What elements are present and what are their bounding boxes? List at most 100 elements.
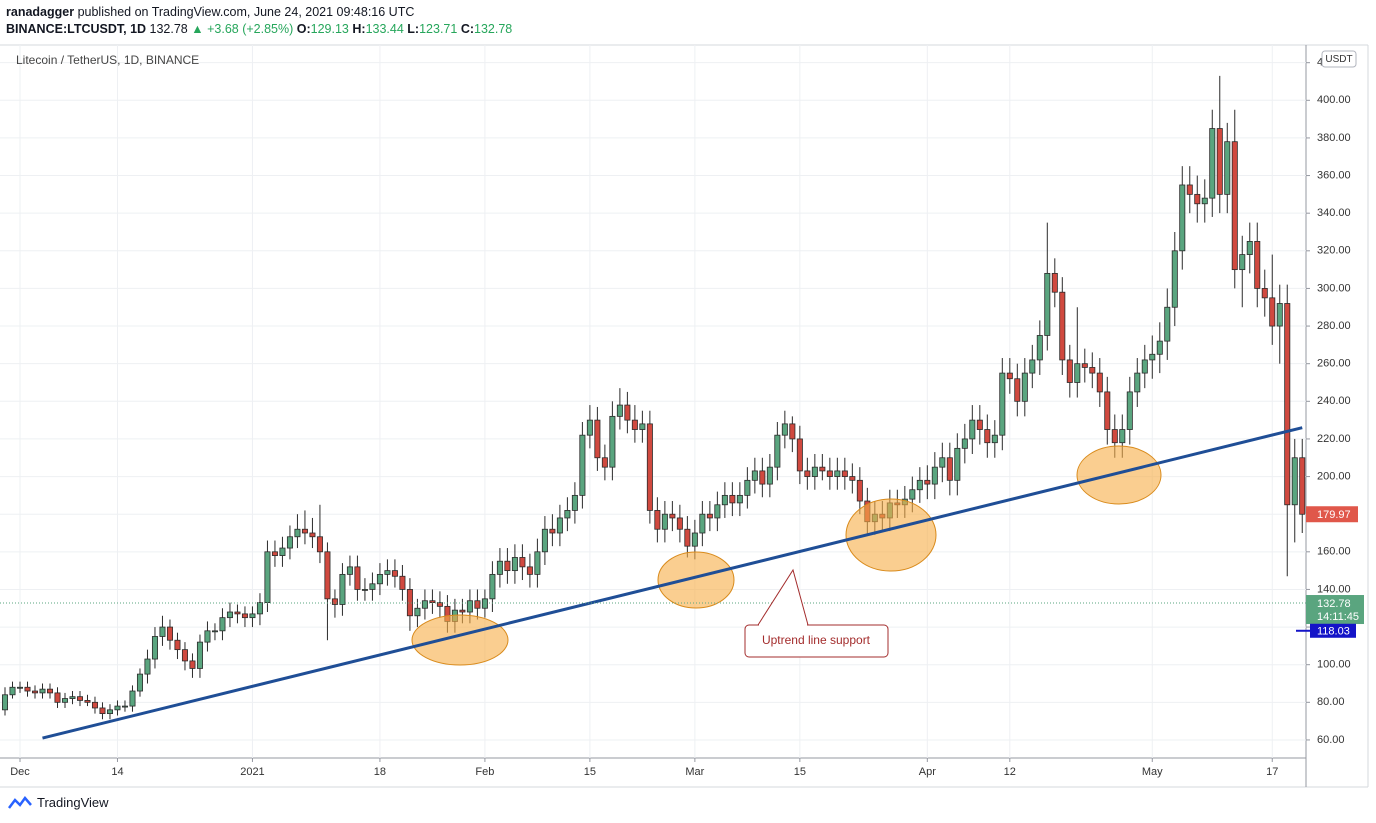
currency-badge	[1321, 50, 1357, 68]
candle-body	[166, 626, 173, 641]
candle-body	[931, 466, 938, 485]
candle-body	[1246, 241, 1253, 255]
candle-body	[16, 686, 23, 689]
candle-body	[369, 583, 376, 590]
candle-body	[459, 609, 466, 613]
candle-body	[384, 570, 391, 575]
x-tick-label: May	[1142, 766, 1163, 778]
candle-body	[1291, 457, 1298, 506]
candle-body	[586, 419, 593, 436]
candle-body	[1171, 250, 1178, 308]
candle-body	[474, 600, 481, 609]
candle-body	[466, 600, 473, 613]
candle-body	[1194, 193, 1201, 205]
candle-body	[481, 598, 488, 609]
candle-body	[571, 494, 578, 511]
highlight	[845, 498, 937, 572]
candle-body	[699, 513, 706, 534]
candle-body	[91, 701, 98, 709]
candle-body	[234, 611, 241, 615]
candle-body	[1081, 363, 1088, 368]
candle-body	[841, 470, 848, 477]
y-tick-label: 140.00	[1317, 583, 1351, 595]
ohlc-value: 132.78	[474, 22, 513, 36]
x-tick-label: Mar	[685, 766, 704, 778]
candle-body	[99, 707, 106, 715]
chart-title: Litecoin / TetherUS, 1D, BINANCE	[16, 53, 199, 67]
ohlc-key: C:	[460, 22, 475, 36]
candle-body	[624, 404, 631, 421]
candle-body	[1299, 457, 1306, 515]
y-tick-label: 400.00	[1317, 94, 1351, 106]
candle-body	[294, 528, 301, 538]
candle-body	[346, 566, 353, 575]
candle-body	[174, 639, 181, 651]
candle-body	[196, 641, 203, 669]
ohlc-key: H:	[352, 22, 366, 36]
price-marker-time: 14:11:45	[1317, 611, 1359, 623]
author: ranadagger	[6, 5, 75, 19]
candle-body	[286, 536, 293, 549]
last-price: 132.78	[149, 22, 188, 36]
x-tick-label: Dec	[10, 766, 30, 778]
price-marker-label: 179.97	[1317, 509, 1351, 521]
candle-body	[1276, 303, 1283, 327]
candle-body	[1179, 184, 1186, 252]
candle-body	[331, 598, 338, 605]
candle-body	[1044, 272, 1051, 336]
candle-body	[249, 613, 256, 619]
candle-body	[774, 434, 781, 468]
candle-body	[759, 470, 766, 485]
y-tick-label: 260.00	[1317, 358, 1351, 370]
candle-body	[1051, 272, 1058, 293]
candle-body	[639, 423, 646, 430]
candle-body	[961, 438, 968, 449]
candle-body	[76, 696, 83, 701]
candle-body	[631, 419, 638, 430]
candle-body	[324, 551, 331, 600]
price-marker	[1306, 506, 1358, 523]
candle-body	[549, 528, 556, 534]
candle-body	[114, 705, 121, 711]
candle-body	[736, 494, 743, 504]
candle-body	[796, 438, 803, 472]
highlights	[411, 445, 1162, 666]
candle-body	[1149, 353, 1156, 361]
y-tick-label: 360.00	[1317, 169, 1351, 181]
candle-body	[1209, 128, 1216, 199]
candle-body	[24, 686, 31, 692]
chart: Uptrend line support Litecoin / TetherUS…	[0, 44, 1369, 788]
highlight	[1076, 445, 1162, 505]
callout-box	[744, 624, 889, 658]
x-tick-label: 15	[584, 766, 596, 778]
y-tick-label: 80.00	[1317, 696, 1345, 708]
candle-body	[189, 660, 196, 669]
published: published on TradingView.com, June 24, 2…	[77, 5, 415, 19]
candle-body	[204, 630, 211, 643]
candle-body	[669, 513, 676, 519]
price-marker-label: 132.78	[1317, 598, 1351, 610]
candle-body	[46, 688, 53, 694]
candle-body	[1096, 372, 1103, 393]
header: ranadagger published on TradingView.com,…	[6, 4, 512, 38]
ohlc: O:129.13 H:133.44 L:123.71 C:132.78	[297, 22, 513, 36]
y-tick-label: 300.00	[1317, 282, 1351, 294]
candle-body	[1074, 363, 1081, 383]
candle-body	[594, 419, 601, 459]
candle-body	[781, 423, 788, 436]
candle-body	[106, 709, 113, 715]
candle-body	[511, 557, 518, 572]
candle-body	[31, 690, 38, 694]
candle-body	[361, 589, 368, 591]
candle-body	[954, 447, 961, 481]
candle-body	[429, 600, 436, 604]
candle-body	[646, 423, 653, 511]
candle-body	[376, 573, 383, 585]
candle-body	[84, 700, 91, 703]
candle-body	[811, 466, 818, 477]
x-tick-label: 2021	[240, 766, 264, 778]
x-tick-label: 14	[111, 766, 123, 778]
candle-body	[1201, 197, 1208, 205]
candle-body	[309, 532, 316, 538]
candle-body	[1239, 254, 1246, 271]
